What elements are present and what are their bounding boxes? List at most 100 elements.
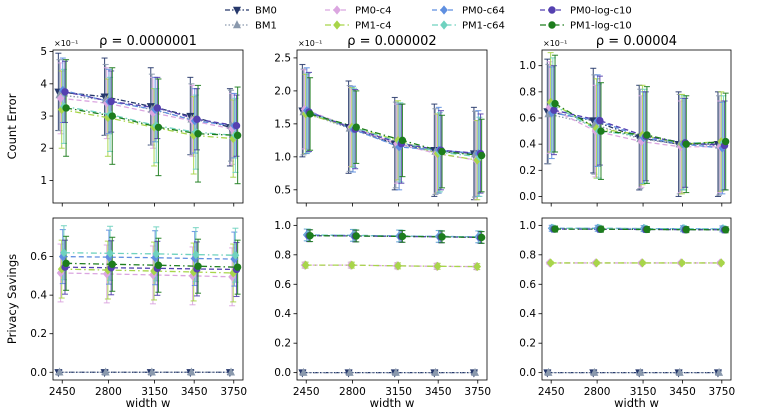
panel-3-xtick-label-1: 2800: [95, 386, 122, 398]
panel-0-PM0log-point-1: [107, 97, 115, 106]
panel-4-BM1-point-4: [471, 367, 480, 376]
panel-3-xlabel: width w: [126, 396, 171, 408]
panel-3-xtick-label-4: 3750: [220, 386, 247, 398]
legend-label-PM1c64: PM1-c64: [462, 21, 505, 32]
panel-2-PM1log-point-2: [643, 131, 651, 139]
panel-3-ytick-label-1: 0.2: [30, 328, 47, 340]
panel-4-xtick-label-4: 3750: [464, 386, 491, 398]
panel-3-PM1c64-point-3: [191, 250, 200, 260]
panel-0-PM0c4-point-0: [56, 93, 65, 103]
panel-4-ytick-label-0: 0.0: [274, 367, 291, 379]
panel-4-xtick-label-3: 3450: [425, 386, 452, 398]
panel-2-ytick-label-3: 0.6: [519, 113, 536, 125]
panel-4-frame: [296, 217, 488, 381]
panel-2-ytick-label-1: 0.2: [519, 165, 536, 177]
panel-5-BM1-point-2: [636, 367, 645, 376]
panel-5-PM1log-point-2: [643, 225, 651, 234]
panel-4-PM1log-point-4: [477, 233, 486, 242]
panel-2-PM0log-point-1: [596, 116, 604, 125]
panel-5-ytick-label-3: 0.6: [519, 279, 536, 291]
panel-3-PM1c4-line: [61, 268, 234, 274]
panel-2-PM1log-point-1: [597, 127, 605, 135]
panel-4-PM1log-point-2: [398, 232, 407, 241]
panel-3-PM1log-point-1: [108, 260, 116, 268]
panel-1-ytick-label-0: 0.5: [274, 184, 291, 196]
panel-4-xtick-label-0: 2450: [293, 386, 320, 398]
panel-5-PM1log-line: [555, 228, 726, 231]
panel-3-ytick-label-0: 0.0: [30, 367, 47, 379]
panel-4-xtick-label-2: 3150: [385, 386, 412, 398]
panel-0-PM0log-point-4: [232, 121, 241, 130]
panel-3-PM1c64-point-0: [60, 248, 68, 258]
legend-marker-BM1: [232, 20, 242, 29]
panel-5-xtick-label-0: 2450: [538, 386, 565, 398]
panel-5-PM1c64-line: [552, 227, 724, 230]
panel-3-PM1c64-line: [63, 252, 236, 256]
panel-3-xtick-label-3: 3450: [181, 386, 208, 398]
legend-marker-PM1c64: [440, 20, 448, 30]
panel-4-PM1c4-line: [305, 264, 478, 268]
panel-0-PM0c64-line: [62, 89, 235, 127]
panel-5-ytick-label-2: 0.4: [519, 308, 536, 320]
panel-5-PM1c4-point-1: [592, 258, 601, 268]
panel-3-PM1c64-point-2: [152, 249, 161, 259]
legend-label-PM0c64: PM0-c64: [462, 6, 505, 17]
panel-0-ytick-label-1: 2: [40, 143, 47, 155]
panel-3-xtick-label-2: 3150: [141, 386, 168, 398]
panel-4-PM1log-line: [310, 235, 482, 239]
panel-2-ytick-label-4: 0.8: [519, 86, 536, 98]
panel-4-ytick-label-3: 0.6: [274, 279, 291, 291]
panel-0-BM0-line: [58, 91, 231, 128]
panel-3-BM1-point-4: [227, 367, 236, 376]
panel-0-ytick-label-2: 3: [40, 111, 47, 123]
legend-label-PM0log: PM0-log-c10: [570, 6, 632, 17]
panel-5-background: [542, 218, 731, 380]
panel-2-ytick-label-5: 1.0: [519, 60, 536, 72]
panel-0-PM1c4-line: [61, 108, 234, 140]
panel-1-frame: [296, 49, 488, 204]
panel-title-0: ρ = 0.0000001: [99, 34, 197, 49]
panel-3-frame: [52, 217, 244, 381]
panel-2-PM0log-point-0: [550, 106, 558, 114]
panel-4-BM1-point-2: [391, 367, 400, 376]
panel-1-PM1log-point-1: [352, 123, 360, 131]
panel-4-PM1c4-point-3: [433, 261, 442, 271]
panel-5-ytick-label-5: 1.0: [519, 220, 536, 232]
panel-4-ytick-label-4: 0.8: [274, 249, 291, 261]
panel-5-xtick-label-4: 3750: [708, 386, 735, 398]
panel-3-BM1-point-0: [55, 367, 64, 376]
panel-3-ytick-label-3: 0.6: [30, 251, 47, 263]
legend-label-BM1: BM1: [255, 21, 277, 32]
panel-4-PM1c4-point-0: [301, 260, 310, 270]
panel-title-2: ρ = 0.00004: [596, 34, 677, 49]
legend-label-PM0c4: PM0-c4: [355, 6, 392, 17]
panel-5-xlabel: width w: [614, 396, 659, 408]
panel-1-PM1log-point-4: [477, 151, 486, 160]
legend-marker-PM1log: [548, 21, 556, 29]
panel-5-ytick-label-0: 0.0: [519, 367, 536, 379]
panel-2-ytick-label-0: 0.0: [519, 191, 536, 203]
panel-4-PM1c4-point-1: [348, 260, 356, 270]
panel-2-background: [542, 50, 731, 203]
panel-0-PM0c4-line: [60, 97, 233, 130]
panel-5-PM1log-point-3: [682, 225, 690, 234]
panel-5-PM1c4-point-4: [717, 258, 726, 268]
legend-marker-BM0: [232, 6, 242, 15]
panel-0-frame: [52, 49, 244, 204]
panel-0-PM1log-point-0: [62, 104, 70, 112]
panel-0-ytick-label-4: 5: [40, 46, 47, 58]
panel-5-PM1c4-point-0: [546, 258, 555, 268]
legend-marker-PM0c64: [440, 5, 448, 15]
panel-5-xtick-label-1: 2800: [584, 386, 611, 398]
panel-3-ytick-label-2: 0.4: [30, 290, 47, 302]
panel-1-ytick-label-1: 1.0: [274, 151, 291, 163]
panel-0-background: [53, 50, 243, 203]
panel-0-ytick-label-0: 1: [40, 175, 47, 187]
panel-2-PM1log-point-4: [721, 137, 730, 146]
panel-4-background: [297, 218, 487, 380]
panel-5-BM1-point-1: [590, 367, 599, 376]
panel-3-BM1-point-1: [101, 367, 110, 376]
panel-5-PM1log-point-4: [721, 226, 730, 234]
panel-1-multiplier: ×10⁻¹: [298, 39, 322, 48]
legend-marker-PM1c4: [333, 20, 341, 30]
